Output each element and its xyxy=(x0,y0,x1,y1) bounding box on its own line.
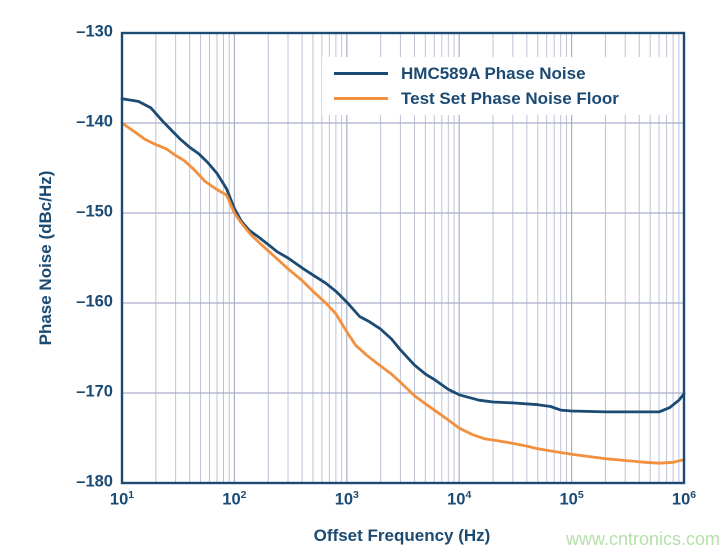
watermark: www.cntronics.com xyxy=(565,529,720,549)
legend-label: Test Set Phase Noise Floor xyxy=(401,88,619,108)
legend-entry-test-set: Test Set Phase Noise Floor xyxy=(334,89,668,109)
y-tick-label: –170 xyxy=(76,382,113,401)
y-axis-title: Phase Noise (dBc/Hz) xyxy=(36,170,55,346)
x-tick-label: 103 xyxy=(334,489,359,509)
legend-line-swatch-orange xyxy=(334,96,388,101)
legend-label: HMC589A Phase Noise xyxy=(401,63,586,83)
x-tick-label: 105 xyxy=(559,489,584,509)
y-tick-label: –160 xyxy=(76,292,113,311)
y-tick-label: –180 xyxy=(76,472,113,491)
legend-entry-hmc589a: HMC589A Phase Noise xyxy=(334,64,668,84)
legend-line-swatch-navy xyxy=(334,71,388,76)
x-tick-label: 104 xyxy=(447,489,472,509)
plot-border xyxy=(120,31,686,485)
x-tick-label: 106 xyxy=(671,489,697,509)
x-tick-label: 102 xyxy=(222,489,247,509)
legend: HMC589A Phase Noise Test Set Phase Noise… xyxy=(322,57,668,115)
series-line-test-set-phase-noise-floor xyxy=(120,121,686,465)
y-tick-label: –130 xyxy=(76,22,113,41)
y-tick-label: –140 xyxy=(76,112,113,131)
y-tick-label: –150 xyxy=(76,202,113,221)
series-line-hmc589a-phase-noise xyxy=(120,97,686,414)
x-tick-label: 101 xyxy=(109,489,135,509)
x-axis-title: Offset Frequency (Hz) xyxy=(313,526,491,545)
